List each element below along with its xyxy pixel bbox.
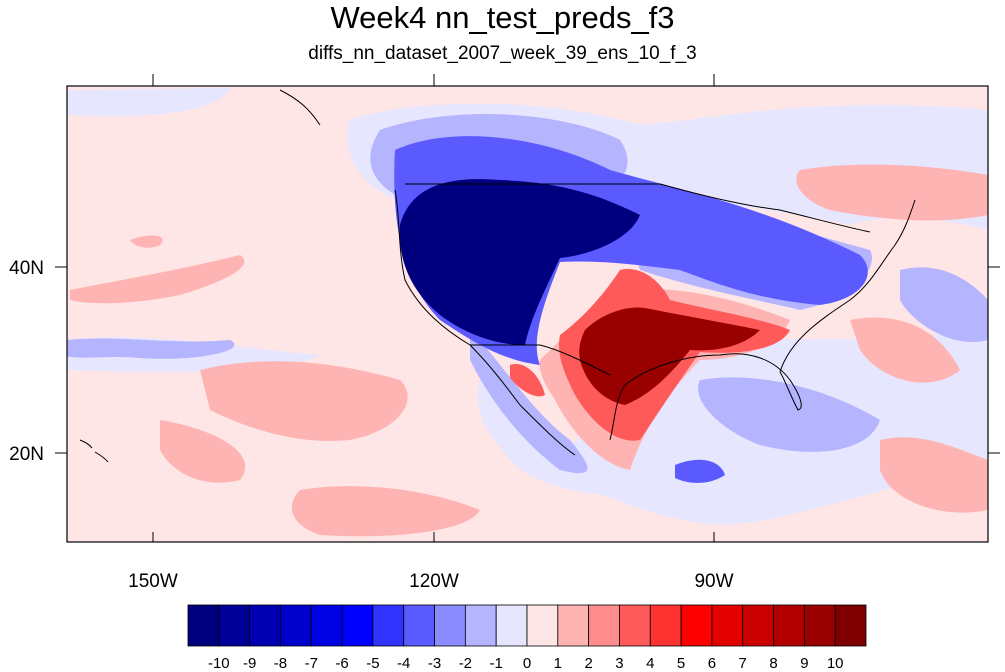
colorbar-label: 9 (800, 655, 808, 672)
colorbar-label: 10 (827, 655, 844, 672)
texas-deep-red (579, 307, 760, 405)
lat-label-40n: 40N (9, 258, 44, 279)
gulf-coast (609, 353, 802, 441)
us-canada-border (405, 183, 871, 233)
colorbar-swatch (742, 604, 774, 647)
colorbar-label: 7 (739, 655, 747, 672)
colorbar-label: -4 (397, 655, 410, 672)
lon-label-150w: 150W (128, 571, 178, 592)
map-subtitle: diffs_nn_dataset_2007_week_39_ens_10_f_3 (308, 43, 697, 64)
colorbar-swatch (403, 604, 435, 647)
colorbar-label: -7 (305, 655, 318, 672)
colorbar: -10 -9 -8 -7 -6 -5 -4 -3 -2 -1 0 1 2 3 4 5 6 7 8 9 10 (187, 604, 867, 672)
colorbar-label: -3 (428, 655, 441, 672)
gulf-light-blue (477, 380, 640, 495)
lon-label-90w: 90W (694, 571, 733, 592)
colorbar-swatch (187, 604, 220, 647)
colorbar-label: 4 (646, 655, 654, 672)
colorbar-swatch (834, 604, 867, 647)
colorbar-swatch (649, 604, 682, 647)
east-coast (779, 199, 916, 373)
colorbar-swatch (434, 604, 466, 647)
northwest-pacific-light-blue (67, 88, 230, 117)
colorbar-label: 6 (708, 655, 716, 672)
colorbar-label: -10 (208, 655, 230, 672)
colorbar-swatch (588, 604, 620, 647)
colorbar-swatch (495, 604, 528, 647)
colorbar-label: -9 (243, 655, 256, 672)
colorbar-swatch (773, 604, 805, 647)
deep-blue-regions (399, 179, 640, 345)
colorbar-swatch (249, 604, 281, 647)
alaska-coast (279, 89, 321, 126)
colorbar-label: -8 (274, 655, 287, 672)
pacific-pale-red-3 (160, 420, 246, 483)
far-east-blue (900, 267, 988, 342)
lon-label-120w: 120W (409, 571, 459, 592)
colorbar-swatch (280, 604, 312, 647)
colorbar-label: -2 (459, 655, 472, 672)
map-title: Week4 nn_test_preds_f3 (330, 0, 675, 35)
baja-mid-red (510, 364, 545, 397)
atlantic-pale-red (796, 164, 988, 221)
west-coast (394, 189, 576, 456)
colorbar-swatch (372, 604, 405, 647)
colorbar-swatch (711, 604, 744, 647)
colorbar-swatch (526, 604, 559, 647)
hawaii-islands (79, 439, 109, 463)
pacific-pale-red-1 (70, 255, 245, 304)
tropical-pale-red (880, 437, 988, 513)
east-pacific-blue (470, 330, 588, 474)
colorbar-label: 3 (615, 655, 623, 672)
colorbar-label: 0 (523, 655, 531, 672)
western-us-deep-blue (399, 179, 640, 345)
colorbar-label: 2 (584, 655, 592, 672)
colorbar-swatch (218, 604, 251, 647)
colorbar-label: 1 (554, 655, 562, 672)
northeast-pale-red (850, 317, 960, 383)
atlantic-blue (698, 377, 880, 452)
colorbar-swatch (803, 604, 836, 647)
colorbar-label: 5 (677, 655, 685, 672)
anomaly-field (67, 86, 988, 542)
colorbar-label: 8 (769, 655, 777, 672)
pacific-pale-red-2 (200, 361, 408, 441)
plot-frame (66, 85, 989, 543)
colorbar-swatch (557, 604, 590, 647)
us-mexico-border (470, 344, 611, 376)
colorbar-swatch (680, 604, 713, 647)
colorbar-label: -6 (335, 655, 348, 672)
colorbar-label: -5 (366, 655, 379, 672)
north-pacific-pale-red (130, 235, 163, 248)
colorbar-swatch (310, 604, 343, 647)
hawaii-band-blue (67, 338, 235, 359)
deep-red-regions (579, 307, 760, 405)
colorbar-swatch (341, 604, 374, 647)
southern-pale-red (291, 486, 480, 537)
colorbar-label: -1 (490, 655, 503, 672)
coastlines (79, 89, 916, 463)
caribbean-blue-spot (675, 459, 725, 483)
colorbar-swatch (619, 604, 651, 647)
lat-label-20n: 20N (9, 444, 44, 465)
colorbar-swatch (464, 604, 497, 647)
axis-ticks (55, 74, 1000, 542)
